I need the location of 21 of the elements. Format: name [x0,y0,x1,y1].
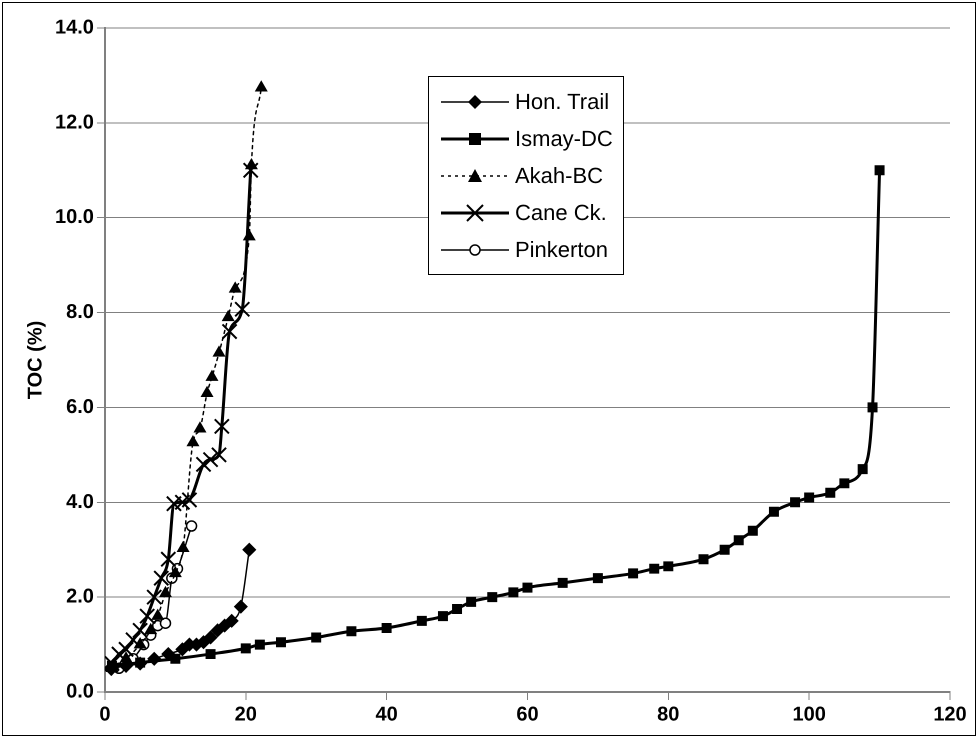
y-tick-label: 2.0 [66,586,94,608]
x-tick-label: 100 [792,704,826,726]
y-tick-label: 4.0 [66,490,94,513]
x-tick-label: 0 [99,704,110,726]
legend-label: Hon. Trail [515,88,610,114]
x-tick-label: 40 [375,704,398,726]
x-tick-label: 120 [933,704,967,726]
y-tick-label: 6.0 [66,396,94,418]
y-axis-title: TOC (%) [24,320,47,400]
x-tick-label: 80 [657,704,680,726]
y-tick-label: 12.0 [54,111,94,134]
legend-label: Akah-BC [515,162,604,188]
y-tick-label: 0.0 [66,680,94,703]
legend-label: Cane Ck. [515,200,607,226]
x-tick-label: 60 [516,704,539,726]
legend-label: Ismay-DC [515,126,613,152]
legend-label: Pinkerton [515,236,608,262]
y-tick-label: 14.0 [54,16,94,39]
y-tick-label: 10.0 [54,206,94,228]
x-tick-label: 20 [234,704,257,726]
y-tick-label: 8.0 [66,301,94,324]
